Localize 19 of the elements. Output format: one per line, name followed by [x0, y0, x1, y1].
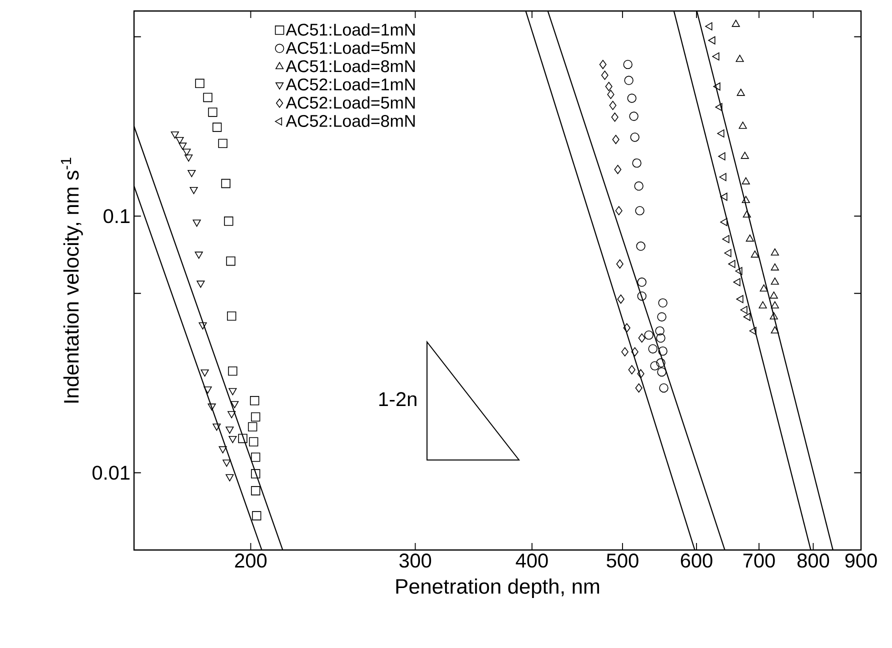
x-tick-label: 400 — [516, 554, 548, 568]
y-tick-label: 0.1 — [104, 209, 130, 224]
x-tick-label: 700 — [743, 554, 775, 568]
y-tick-label: 0.01 — [92, 466, 130, 480]
x-tick-label: 200 — [235, 554, 267, 568]
legend-label: AC51:Load=8mN — [286, 60, 415, 72]
x-tick-label: 500 — [606, 554, 638, 568]
legend-label: AC52:Load=5mN — [286, 96, 415, 109]
y-axis-title: Indentation velocity, nm s$^{-1}$ — [60, 158, 83, 403]
x-tick-label: 600 — [680, 554, 712, 568]
x-tick-label: 900 — [845, 554, 877, 568]
x-axis-title: Penetration depth, nm — [396, 578, 600, 598]
legend-label: AC52:Load=8mN — [286, 114, 415, 127]
legend-label: AC51:Load=1mN — [286, 23, 415, 36]
annotation: 1-2n — [379, 392, 416, 406]
x-tick-label: 300 — [399, 554, 432, 568]
legend-label: AC52:Load=1mN — [286, 78, 415, 90]
legend-label: AC51:Load=5mN — [286, 42, 415, 54]
x-tick-label: 800 — [797, 554, 830, 568]
